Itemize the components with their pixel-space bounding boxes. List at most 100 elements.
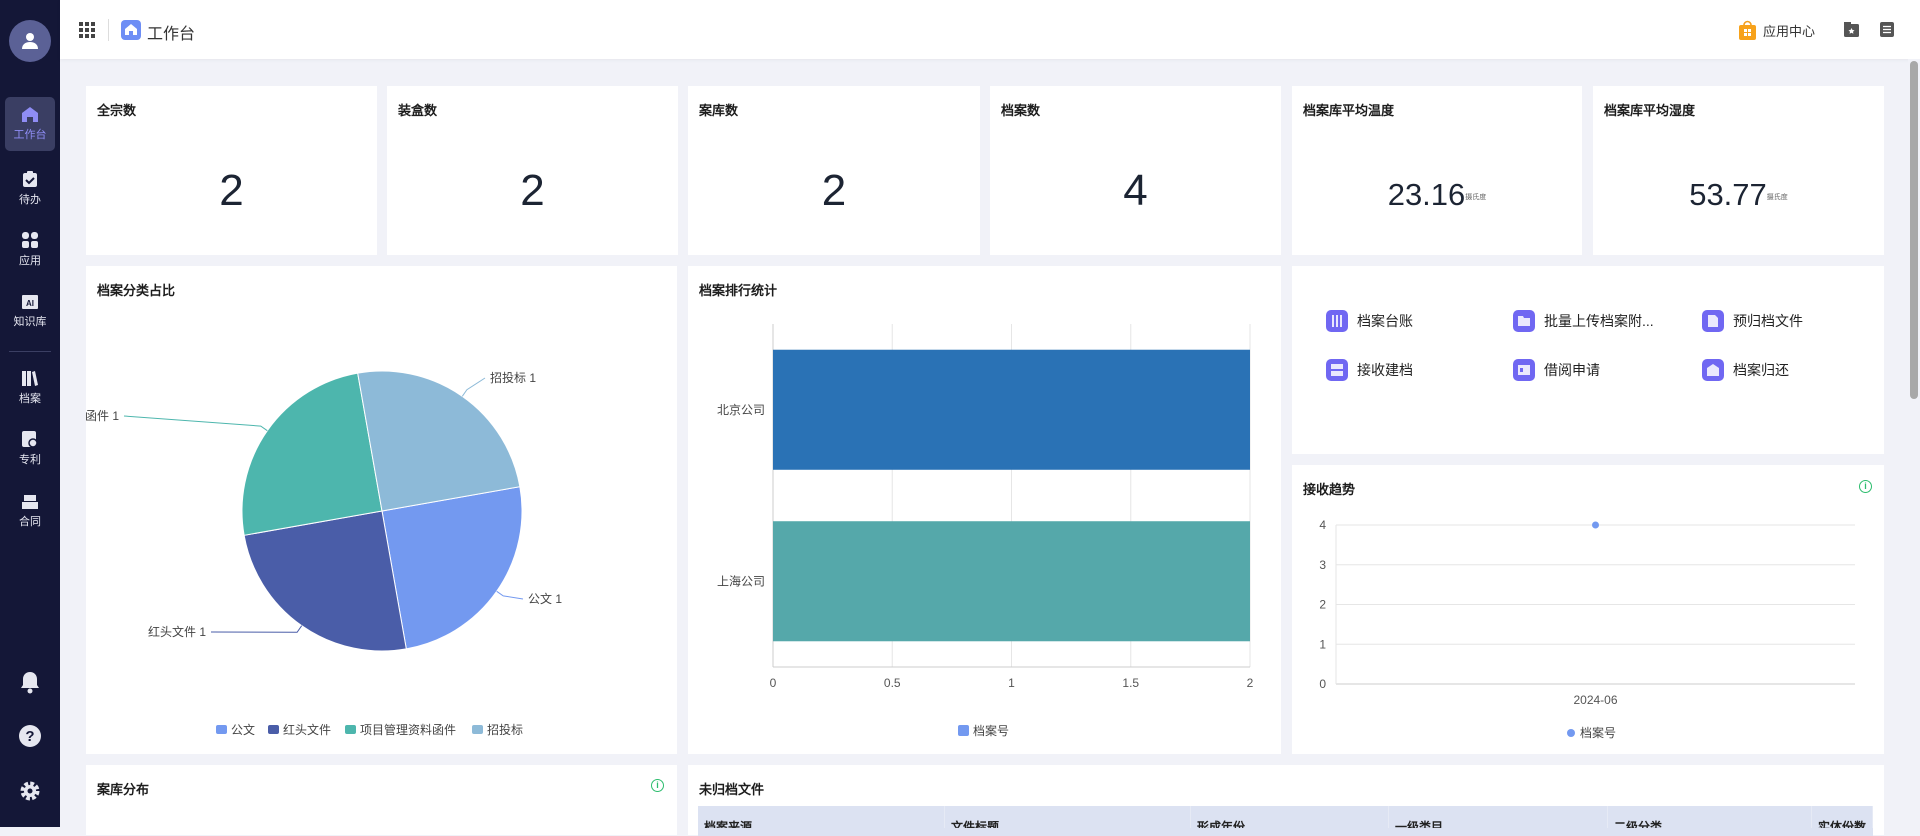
notification-button[interactable]: [17, 669, 43, 695]
top-header: 工作台 应用中心: [60, 0, 1920, 59]
column-header[interactable]: 一级类目: [1389, 806, 1608, 828]
y-tick-label: 上海公司: [717, 573, 765, 588]
shortcut-label: 预归档文件: [1733, 313, 1803, 329]
pie-chart: 公文 1 红头文件 1 项目管理资料函件 1 招投标 1 公文 红头文件 项目管理资料函件 招…: [86, 370, 562, 737]
sidebar-item-apps[interactable]: 应用: [5, 222, 55, 276]
x-tick-label: 2: [1247, 676, 1254, 690]
header-divider: [108, 19, 109, 41]
user-icon: [22, 33, 38, 49]
y-tick-label: 1: [1319, 637, 1326, 651]
home-icon: [22, 107, 38, 122]
trend-chart-card: 接收趋势 i 0 1 2 3 4 2024-06 档案号: [1292, 465, 1884, 754]
y-tick-label: 3: [1319, 558, 1326, 572]
shortcut-label: 借阅申请: [1544, 362, 1600, 378]
shortcut-receive-archive[interactable]: 接收建档: [1326, 359, 1413, 381]
sidebar: 工作台 待办 应用 AI 知识库 档案 专利 合同 ?: [0, 0, 60, 827]
id-card-icon: [1513, 359, 1535, 381]
shortcut-borrow-request[interactable]: 借阅申请: [1513, 359, 1600, 381]
shortcut-batch-upload[interactable]: 批量上传档案附...: [1513, 310, 1654, 332]
ai-book-icon: AI: [22, 295, 38, 309]
stat-card-boxes: 装盒数 2: [387, 86, 678, 255]
sidebar-divider: [9, 351, 51, 352]
panel-title: 案库分布: [97, 782, 150, 797]
app-center-button[interactable]: 应用中心: [1739, 20, 1815, 40]
shortcut-pre-archive[interactable]: 预归档文件: [1702, 310, 1803, 332]
stat-title: 档案库平均温度: [1303, 103, 1395, 118]
column-header[interactable]: 档案来源: [698, 806, 945, 828]
pie-chart-card: 档案分类占比 公文 1 红头文件 1 项目管理资料函件 1 招投标 1 公文 红头文件 项目…: [86, 266, 677, 754]
form-icon: [1326, 359, 1348, 381]
scrollbar-track[interactable]: [1908, 59, 1920, 827]
chart-title: 接收趋势: [1303, 482, 1356, 497]
sidebar-item-label: 合同: [19, 515, 41, 528]
sidebar-item-knowledge[interactable]: AI 知识库: [5, 284, 55, 338]
pie-label: 红头文件 1: [148, 624, 206, 639]
legend-label: 档案号: [973, 723, 1009, 738]
info-icon[interactable]: i: [1859, 480, 1872, 493]
svg-text:?: ?: [25, 728, 34, 745]
sidebar-item-workbench[interactable]: 工作台: [5, 97, 55, 151]
x-tick-label: 2024-06: [1573, 693, 1617, 707]
stat-value: 2: [821, 166, 847, 215]
grid-menu-icon[interactable]: [79, 22, 95, 38]
stat-card-temperature: 档案库平均温度 23.16摄氏度: [1292, 86, 1582, 255]
y-tick-label: 0: [1319, 677, 1326, 691]
y-tick-label: 4: [1319, 518, 1326, 532]
stat-unit: 摄氏度: [1766, 194, 1788, 201]
info-icon[interactable]: i: [651, 779, 664, 792]
sidebar-item-label: 工作台: [13, 129, 47, 141]
bar-chart-card: 档案排行统计 0 0.5 1 1.5 2 北京公司 上海公司 档案号: [688, 266, 1281, 754]
shortcut-archive-return[interactable]: 档案归还: [1702, 359, 1789, 381]
sidebar-item-label: 专利: [19, 453, 41, 466]
stat-title: 全宗数: [97, 103, 137, 118]
stat-value-wrap: 53.77摄氏度: [1593, 177, 1884, 213]
patent-icon: [22, 430, 38, 448]
user-avatar[interactable]: [9, 20, 51, 62]
pie-slice-红头文件: [243, 510, 407, 652]
stat-value: 53.77: [1689, 177, 1767, 212]
gear-icon: [20, 781, 40, 801]
unarchived-files-card: 未归档文件 档案来源 文件标题 形成年份 一级类目 二级分类 实体份数: [688, 765, 1884, 836]
ledger-icon: [1326, 310, 1348, 332]
column-header[interactable]: 二级分类: [1608, 806, 1812, 828]
sidebar-item-archives[interactable]: 档案: [5, 361, 55, 415]
pie-label-line: [123, 415, 268, 432]
column-header[interactable]: 文件标题: [945, 806, 1191, 828]
pie-slice-公文: [381, 486, 523, 650]
shortcut-archive-ledger[interactable]: 档案台账: [1326, 310, 1413, 332]
sidebar-item-patent[interactable]: 专利: [5, 421, 55, 475]
help-button[interactable]: ?: [17, 723, 43, 749]
stat-card-archives: 档案数 4: [990, 86, 1281, 255]
folder-icon: [1513, 310, 1535, 332]
y-tick-label: 2: [1319, 598, 1326, 612]
favorites-folder-icon[interactable]: [1844, 22, 1859, 37]
app-center-label: 应用中心: [1763, 23, 1816, 39]
stat-value: 2: [219, 166, 244, 215]
scrollbar-thumb[interactable]: [1910, 61, 1918, 399]
shortcut-label: 档案台账: [1357, 313, 1413, 329]
repository-distribution-card: 案库分布 i: [86, 765, 677, 835]
x-tick-label: 1.5: [1122, 676, 1139, 690]
line-chart: 0 1 2 3 4 2024-06 档案号: [1319, 518, 1855, 740]
document-icon: [1702, 310, 1724, 332]
data-point: [1592, 521, 1599, 529]
legend-swatch: [472, 725, 483, 734]
stat-value: 23.16: [1387, 177, 1466, 212]
sidebar-item-label: 待办: [19, 193, 41, 206]
y-tick-label: 北京公司: [717, 403, 765, 417]
legend-label: 红头文件: [283, 722, 331, 737]
settings-button[interactable]: [17, 778, 43, 804]
sidebar-item-todo[interactable]: 待办: [5, 161, 55, 215]
pie-label: 公文 1: [528, 591, 562, 606]
settings-list-icon[interactable]: [1880, 22, 1894, 37]
stat-title: 案库数: [699, 103, 739, 118]
svg-text:AI: AI: [26, 299, 34, 308]
legend-swatch: [216, 725, 227, 734]
apps-icon: [22, 231, 38, 248]
sidebar-item-contract[interactable]: 合同: [5, 484, 55, 538]
column-header[interactable]: 实体份数: [1812, 806, 1873, 828]
pie-slice-项目管理资料函件: [241, 372, 383, 536]
column-header[interactable]: 形成年份: [1191, 806, 1389, 828]
clipboard-check-icon: [23, 170, 37, 187]
